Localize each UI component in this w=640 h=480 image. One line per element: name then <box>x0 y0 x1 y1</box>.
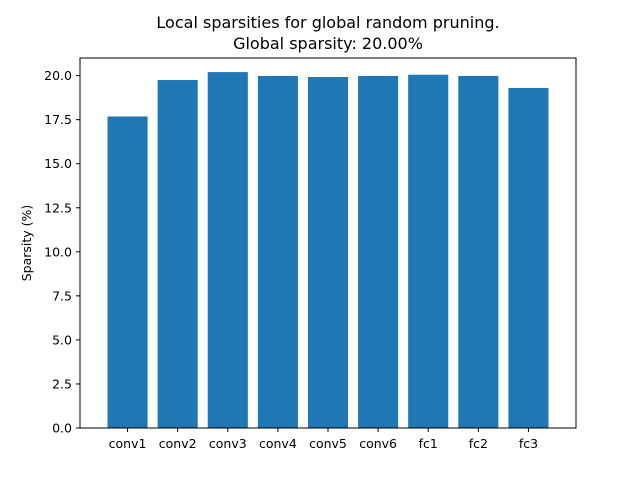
x-tick-label: conv2 <box>159 436 197 451</box>
bar-conv4 <box>257 75 298 428</box>
chart-title: Local sparsities for global random pruni… <box>156 13 499 32</box>
y-axis-label: Sparsity (%) <box>19 205 34 282</box>
x-tick-label: conv4 <box>259 436 297 451</box>
bar-conv1 <box>107 116 148 428</box>
x-tick-label: conv1 <box>109 436 147 451</box>
y-tick-label: 17.5 <box>44 112 72 127</box>
y-tick-label: 20.0 <box>44 68 72 83</box>
bar-conv3 <box>207 72 248 428</box>
x-axis-ticks: conv1 conv2 conv3 conv4 conv5 conv6 fc1 fc2 fc3 <box>109 428 538 451</box>
y-tick-label: 5.0 <box>52 332 72 347</box>
x-tick-label: fc3 <box>519 436 538 451</box>
x-tick-label: conv5 <box>309 436 347 451</box>
x-tick-label: conv3 <box>209 436 247 451</box>
x-tick-label: fc2 <box>469 436 488 451</box>
y-tick-label: 7.5 <box>52 288 72 303</box>
bar-conv2 <box>157 80 198 429</box>
bars-group <box>107 72 549 429</box>
y-tick-label: 15.0 <box>44 156 72 171</box>
bar-fc2 <box>458 75 499 428</box>
x-tick-label: conv6 <box>359 436 397 451</box>
x-tick-label: fc1 <box>419 436 438 451</box>
y-tick-label: 0.0 <box>52 421 72 436</box>
chart-subtitle: Global sparsity: 20.00% <box>233 34 423 53</box>
bar-conv6 <box>358 75 399 428</box>
y-tick-label: 2.5 <box>52 376 72 391</box>
y-axis-ticks: 0.0 2.5 5.0 7.5 10.0 12.5 15.0 17.5 20.0 <box>44 68 80 436</box>
y-tick-label: 10.0 <box>44 244 72 259</box>
bar-conv5 <box>307 77 349 429</box>
plot-frame <box>79 57 577 429</box>
y-tick-label: 12.5 <box>44 200 72 215</box>
bar-fc3 <box>508 87 549 428</box>
bar-fc1 <box>408 74 449 428</box>
